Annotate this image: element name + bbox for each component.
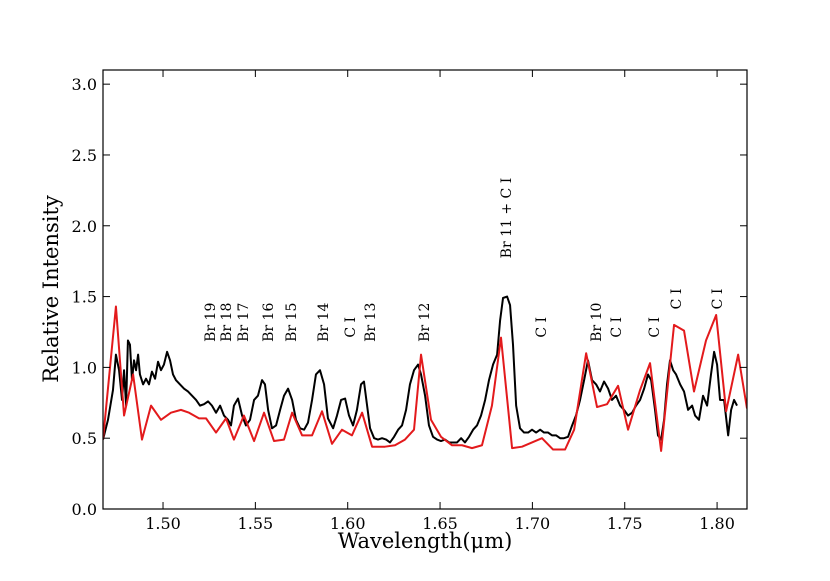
x-tick-label: 1.55 bbox=[238, 514, 274, 533]
annotation: Br 11 + C I bbox=[499, 178, 515, 259]
annotation: Br 12 bbox=[417, 303, 433, 342]
annotation: C I bbox=[609, 317, 625, 338]
annotation: Br 10 bbox=[589, 303, 605, 342]
annotation: Br 13 bbox=[363, 303, 379, 342]
y-tick-label: 2.5 bbox=[72, 146, 97, 165]
annotation: Br 18 bbox=[219, 303, 235, 342]
annotation: Br 14 bbox=[316, 303, 332, 342]
x-tick-label: 1.60 bbox=[330, 514, 366, 533]
x-tick-label: 1.65 bbox=[422, 514, 458, 533]
x-tick-label: 1.50 bbox=[145, 514, 181, 533]
y-axis-label: Relative Intensity bbox=[39, 195, 63, 383]
y-tick-label: 1.0 bbox=[72, 358, 97, 377]
y-tick-label: 2.0 bbox=[72, 217, 97, 236]
x-axis-label: Wavelength(μm) bbox=[338, 529, 513, 553]
plot-frame bbox=[102, 69, 748, 510]
annotation: Br 19 bbox=[203, 303, 219, 342]
annotation: C I bbox=[710, 289, 726, 310]
annotation: Br 16 bbox=[261, 303, 277, 342]
y-tick-label: 0.5 bbox=[72, 429, 97, 448]
plot-area bbox=[103, 295, 747, 452]
y-tick-label: 3.0 bbox=[72, 75, 97, 94]
annotation: C I bbox=[647, 317, 663, 338]
x-tick-label: 1.70 bbox=[515, 514, 551, 533]
y-tick-label: 1.5 bbox=[72, 288, 97, 307]
annotation: Br 15 bbox=[284, 303, 300, 342]
annotation: C I bbox=[669, 289, 685, 310]
annotation: C I bbox=[534, 317, 550, 338]
annotation: C I bbox=[343, 317, 359, 338]
y-tick-label: 0.0 bbox=[72, 500, 97, 519]
series-line bbox=[103, 305, 747, 452]
x-tick-label: 1.80 bbox=[699, 514, 735, 533]
x-tick-label: 1.75 bbox=[607, 514, 643, 533]
annotation: Br 17 bbox=[236, 303, 252, 342]
